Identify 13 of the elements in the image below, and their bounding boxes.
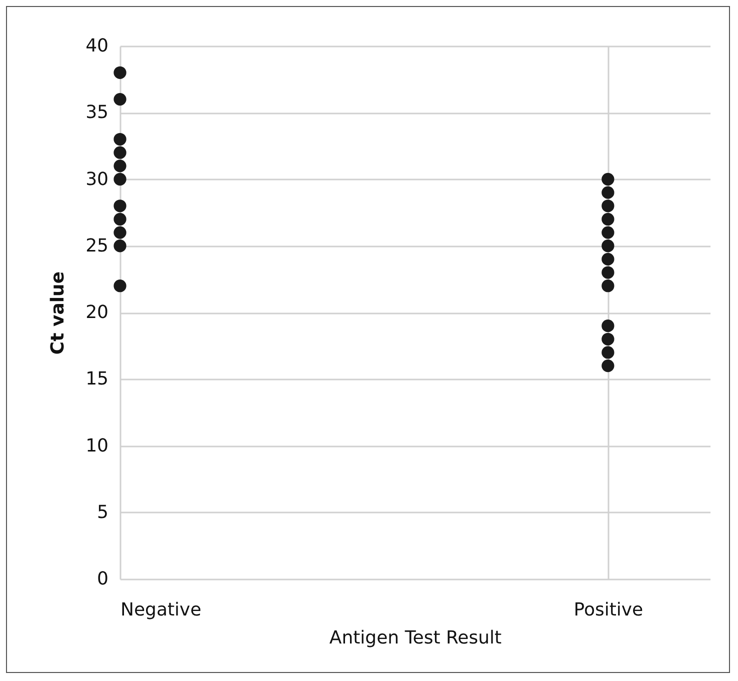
- y-tick-label: 25: [86, 235, 108, 256]
- y-tick-label: 5: [97, 502, 108, 523]
- y-tick-label: 10: [86, 435, 108, 456]
- y-tick-label: 30: [86, 168, 108, 190]
- y-tick-label: 40: [86, 36, 108, 56]
- x-tick-label: Negative: [120, 600, 202, 620]
- y-axis-title: Ct value: [48, 271, 69, 355]
- y-tick-label: 0: [97, 568, 108, 590]
- y-tick-label: 20: [86, 302, 108, 323]
- y-tick-label: 15: [86, 368, 108, 390]
- y-tick-label: 35: [86, 102, 108, 124]
- x-tick-label: Positive: [574, 600, 644, 620]
- x-axis-title: Antigen Test Result: [329, 628, 502, 648]
